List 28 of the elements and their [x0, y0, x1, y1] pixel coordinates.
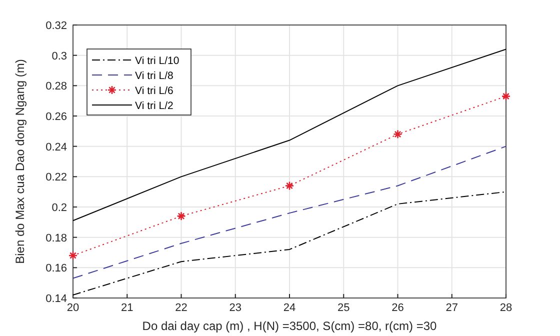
y-tick-label: 0.18 [46, 232, 67, 244]
legend-label: Vi tri L/2 [135, 100, 174, 112]
y-tick-label: 0.24 [46, 141, 67, 154]
x-tick-label: 27 [446, 302, 458, 314]
legend-label: Vi tri L/6 [135, 85, 174, 97]
x-tick-label: 24 [283, 302, 296, 314]
x-tick-label: 20 [66, 302, 80, 314]
y-axis-title: Bien do Max cua Dao dong Ngang (m) [13, 59, 27, 264]
line-series [72, 146, 506, 279]
x-tick-label: 23 [229, 302, 242, 314]
line-series [72, 48, 506, 222]
y-tick-label: 0.14 [46, 293, 67, 305]
y-tick-label: 0.26 [46, 111, 67, 123]
x-axis-title: Do dai day cap (m) , H(N) =3500, S(cm) =80, r(cm) =30 [142, 319, 438, 333]
legend-label: Vi tri L/10 [135, 55, 180, 67]
x-tick-label: 21 [121, 302, 134, 314]
y-tick-label: 0.32 [46, 20, 67, 32]
x-tick-label: 26 [392, 302, 404, 314]
y-tick-label: 0.16 [46, 262, 67, 275]
x-tick-label: 25 [338, 302, 350, 314]
y-tick-label: 0.22 [46, 172, 67, 184]
x-tick-label: 22 [175, 302, 188, 314]
legend-label: Vi tri L/8 [135, 70, 174, 82]
y-tick-label: 0.3 [52, 50, 67, 62]
x-tick-label: 28 [500, 302, 512, 314]
y-tick-label: 0.2 [52, 202, 67, 214]
line-series [72, 191, 506, 296]
y-tick-label: 0.28 [46, 80, 67, 93]
